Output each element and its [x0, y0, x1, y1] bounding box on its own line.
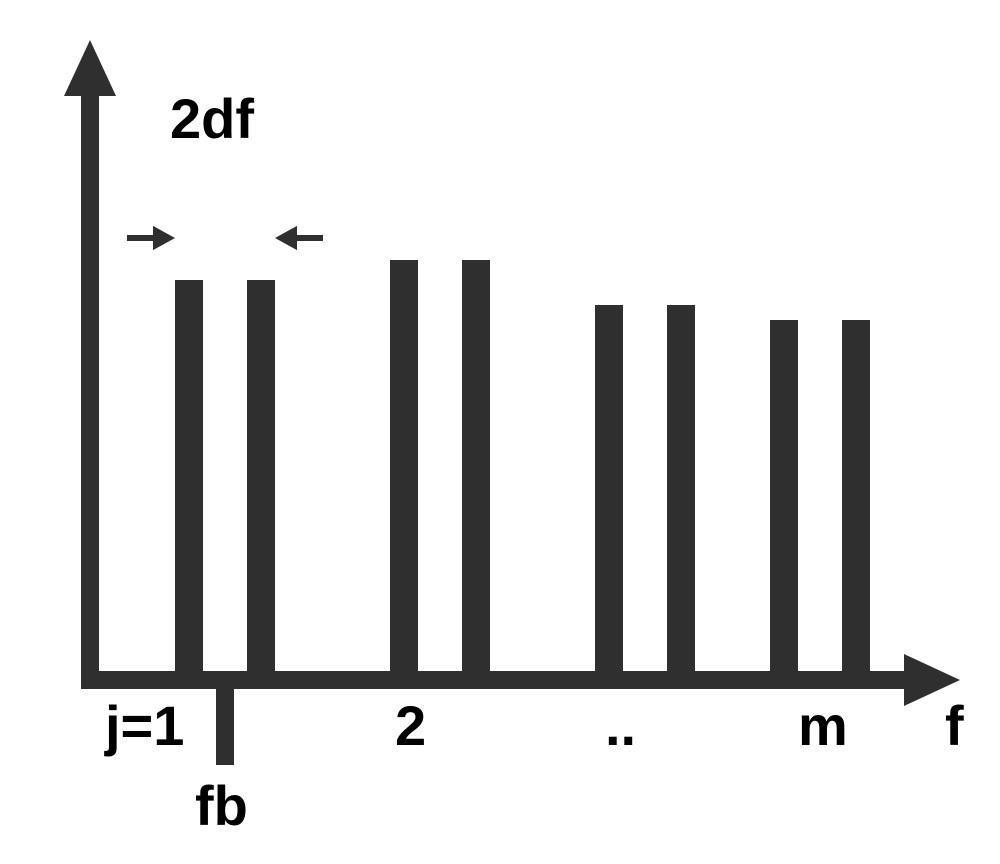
spectral-line-pair-4-left	[770, 320, 798, 680]
diagram-stage: fb 2df j=1 2.. m f	[0, 0, 1000, 864]
x-label-2: ..	[605, 694, 636, 757]
x-label-0: j=1	[104, 694, 184, 757]
x-label-3: m	[798, 694, 848, 757]
spectral-line-pair-1-right	[247, 280, 275, 680]
x-label-1: 2	[395, 694, 426, 757]
frequency-spectrum-diagram: fb 2df j=1 2.. m f	[0, 0, 1000, 864]
spectral-line-pair-3-right	[667, 305, 695, 680]
spectral-line-pair-2-left	[390, 260, 418, 680]
spectral-line-pair-3-left	[595, 305, 623, 680]
spectral-line-pair-4-right	[842, 320, 870, 680]
fb-label: fb	[195, 774, 248, 837]
spectral-line-pair-2-right	[462, 260, 490, 680]
spectral-line-pair-1-left	[175, 280, 203, 680]
dim-label-2df: 2df	[170, 87, 254, 150]
x-label-4: f	[945, 694, 964, 757]
